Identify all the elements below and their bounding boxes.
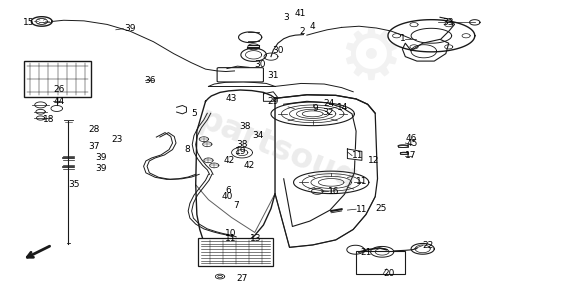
Text: 24: 24	[323, 99, 334, 108]
Text: 38: 38	[236, 140, 248, 149]
Text: 9: 9	[313, 104, 318, 113]
Text: 12: 12	[368, 156, 379, 165]
Text: partsouq: partsouq	[193, 102, 362, 196]
Text: 11: 11	[356, 177, 368, 186]
Text: 39: 39	[124, 24, 136, 33]
Text: 16: 16	[328, 187, 339, 196]
Text: 7: 7	[233, 201, 239, 210]
Text: 38: 38	[240, 122, 251, 131]
Text: 18: 18	[43, 115, 54, 124]
Text: 30: 30	[255, 60, 266, 69]
Bar	[398, 145, 408, 147]
Text: 46: 46	[405, 134, 417, 143]
Text: 11: 11	[225, 234, 236, 243]
Bar	[400, 152, 408, 154]
Text: 5: 5	[191, 109, 197, 118]
Bar	[24, 61, 91, 97]
Text: 37: 37	[88, 142, 100, 150]
Text: 31: 31	[267, 72, 279, 80]
Text: 15: 15	[23, 18, 35, 27]
Text: 45: 45	[406, 139, 418, 148]
Text: 3: 3	[284, 13, 290, 22]
Text: 14: 14	[337, 103, 349, 112]
Text: 29: 29	[267, 97, 279, 106]
Text: 11: 11	[352, 151, 364, 160]
Text: 19: 19	[235, 148, 247, 156]
Text: 26: 26	[53, 85, 65, 94]
Text: 2: 2	[299, 27, 305, 36]
Text: 22: 22	[423, 241, 434, 250]
Text: 33: 33	[442, 18, 454, 27]
Text: 36: 36	[145, 76, 156, 85]
Text: 41: 41	[294, 9, 306, 18]
FancyBboxPatch shape	[217, 68, 263, 82]
Text: 23: 23	[111, 135, 123, 144]
Text: 44: 44	[53, 97, 64, 106]
Bar	[356, 251, 405, 274]
Text: 34: 34	[252, 131, 264, 140]
Text: 27: 27	[236, 274, 248, 283]
Text: 30: 30	[272, 46, 284, 55]
Text: 6: 6	[226, 186, 232, 195]
Text: 8: 8	[184, 145, 190, 153]
Text: 42: 42	[243, 161, 254, 170]
Text: 11: 11	[356, 205, 368, 214]
Polygon shape	[347, 149, 362, 160]
Text: 1: 1	[400, 34, 405, 43]
Text: 20: 20	[383, 269, 395, 278]
Text: 32: 32	[322, 108, 334, 117]
Text: 13: 13	[250, 234, 262, 243]
Text: 35: 35	[68, 180, 80, 189]
Text: 40: 40	[221, 192, 233, 201]
Text: 42: 42	[223, 156, 234, 165]
Text: 39: 39	[95, 164, 107, 173]
Text: 39: 39	[95, 153, 107, 162]
Text: 4: 4	[310, 22, 316, 31]
Text: ⚙: ⚙	[338, 25, 403, 94]
Text: 28: 28	[88, 125, 100, 134]
Text: 10: 10	[225, 229, 236, 238]
Bar	[198, 238, 273, 266]
Text: 17: 17	[405, 151, 417, 160]
Text: 21: 21	[360, 248, 372, 257]
Text: 25: 25	[375, 204, 387, 213]
Text: 43: 43	[226, 94, 237, 103]
